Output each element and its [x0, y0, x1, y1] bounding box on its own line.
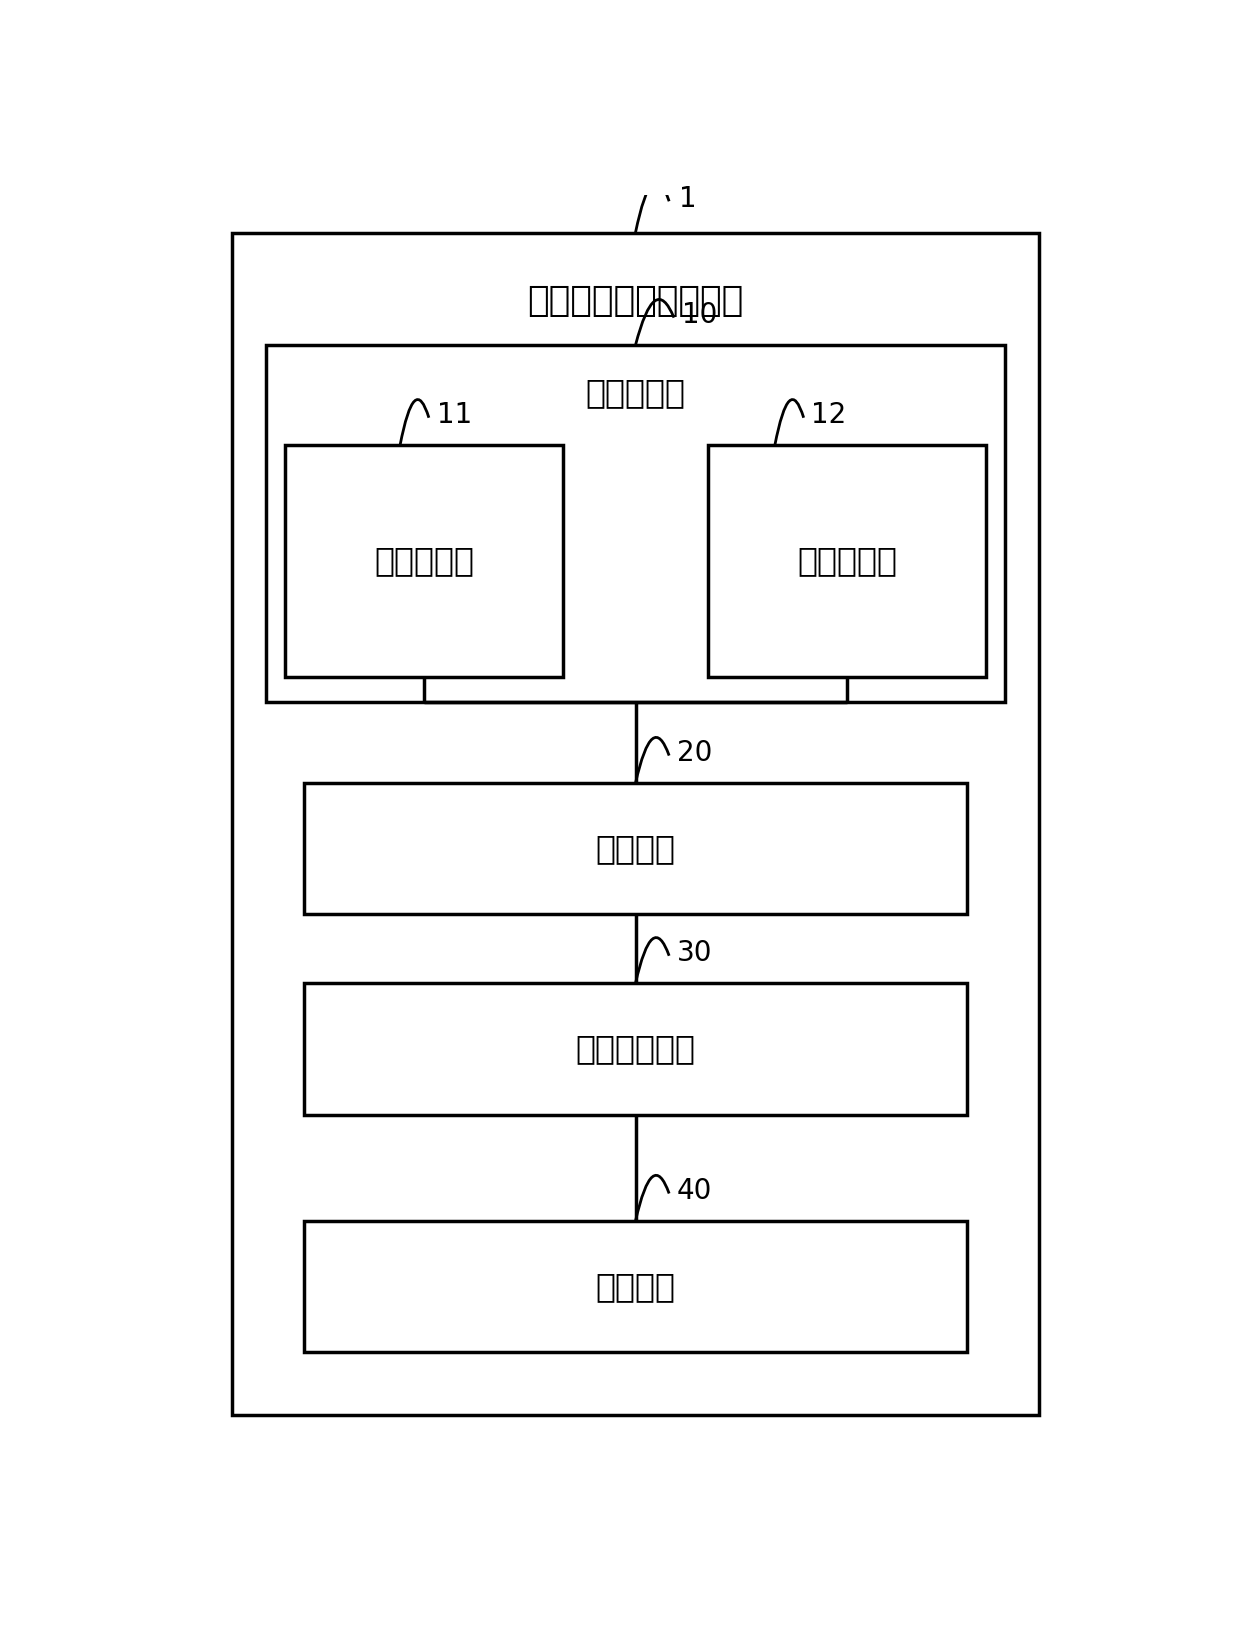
Text: 滚筒装置: 滚筒装置 — [595, 1271, 676, 1303]
Text: 11: 11 — [436, 401, 472, 429]
Text: 第一传感器: 第一传感器 — [374, 544, 474, 577]
Text: 40: 40 — [677, 1176, 712, 1206]
Bar — [232, 232, 1039, 1415]
Text: 随动控制机构: 随动控制机构 — [575, 1032, 696, 1066]
Bar — [708, 445, 986, 676]
Bar — [285, 445, 563, 676]
Bar — [304, 983, 967, 1115]
Text: 车轮转向随动控制系统: 车轮转向随动控制系统 — [527, 284, 744, 318]
Bar — [304, 783, 967, 915]
Text: 控制装置: 控制装置 — [595, 832, 676, 864]
Text: 20: 20 — [677, 739, 712, 767]
Bar — [265, 344, 1006, 702]
Text: 30: 30 — [677, 939, 712, 967]
Text: 12: 12 — [811, 401, 847, 429]
Text: 10: 10 — [682, 301, 717, 330]
Bar — [304, 1220, 967, 1352]
Text: 第二传感器: 第二传感器 — [797, 544, 897, 577]
Text: 1: 1 — [678, 185, 697, 213]
Text: 传感器装置: 传感器装置 — [585, 377, 686, 410]
